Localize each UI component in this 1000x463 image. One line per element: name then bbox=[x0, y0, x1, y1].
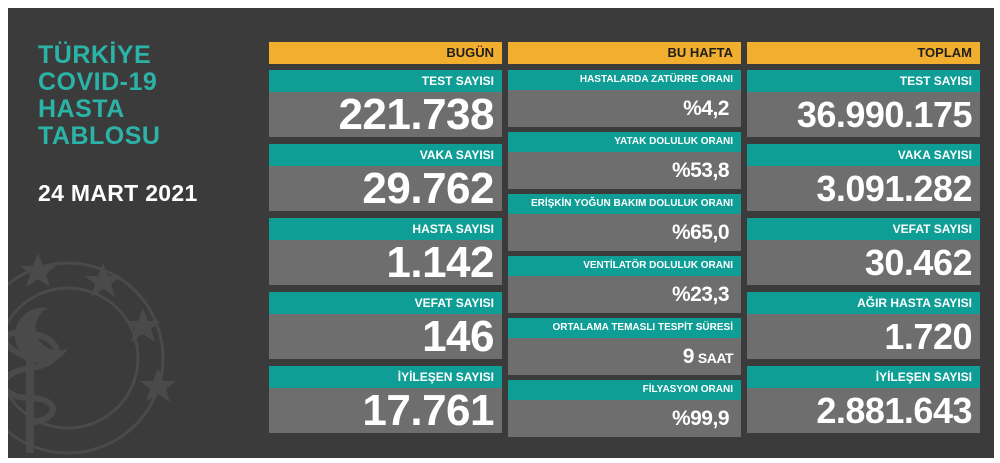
stat-label: HASTA SAYISI bbox=[269, 218, 502, 240]
title-line: COVID-19 bbox=[38, 68, 158, 96]
today-card: VAKA SAYISI 29.762 bbox=[269, 144, 502, 212]
stat-value: 221.738 bbox=[269, 92, 502, 138]
title-line: TÜRKİYE bbox=[38, 41, 152, 69]
stat-unit: SAAT bbox=[697, 350, 734, 366]
total-card: VAKA SAYISI 3.091.282 bbox=[747, 144, 980, 211]
week-card: FİLYASYON ORANI %99,9 bbox=[508, 380, 741, 437]
ministry-emblem-icon bbox=[8, 253, 176, 455]
stat-label: TEST SAYISI bbox=[269, 70, 502, 92]
today-card: VEFAT SAYISI 146 bbox=[269, 292, 502, 360]
stat-value: %23,3 bbox=[508, 276, 741, 313]
title-line: HASTA bbox=[38, 95, 125, 123]
week-header: BU HAFTA bbox=[508, 42, 741, 64]
stat-label: AĞIR HASTA SAYISI bbox=[747, 292, 980, 314]
today-column: BUGÜN TEST SAYISI 221.738 VAKA SAYISI 29… bbox=[269, 42, 502, 437]
stat-value: %4,2 bbox=[508, 90, 741, 127]
stat-label: İYİLEŞEN SAYISI bbox=[747, 366, 980, 388]
week-card: YATAK DOLULUK ORANI %53,8 bbox=[508, 132, 741, 189]
stat-label: VAKA SAYISI bbox=[269, 144, 502, 166]
total-card: TEST SAYISI 36.990.175 bbox=[747, 70, 980, 137]
stat-value: 1.720 bbox=[747, 314, 980, 359]
today-card: TEST SAYISI 221.738 bbox=[269, 70, 502, 138]
stat-label: VENTİLATÖR DOLULUK ORANI bbox=[508, 256, 741, 276]
stat-value: %99,9 bbox=[508, 400, 741, 437]
stat-label: FİLYASYON ORANI bbox=[508, 380, 741, 400]
stat-label: ERİŞKİN YOĞUN BAKIM DOLULUK ORANI bbox=[508, 194, 741, 214]
stat-value: 29.762 bbox=[269, 166, 502, 212]
stat-label: TEST SAYISI bbox=[747, 70, 980, 92]
total-header: TOPLAM bbox=[747, 42, 980, 64]
stat-number: 9 bbox=[682, 345, 695, 368]
week-card: ERİŞKİN YOĞUN BAKIM DOLULUK ORANI %65,0 bbox=[508, 194, 741, 251]
stat-label: İYİLEŞEN SAYISI bbox=[269, 366, 502, 388]
week-card: VENTİLATÖR DOLULUK ORANI %23,3 bbox=[508, 256, 741, 313]
today-card: HASTA SAYISI 1.142 bbox=[269, 218, 502, 286]
stat-value: 3.091.282 bbox=[747, 166, 980, 211]
stat-label: VEFAT SAYISI bbox=[269, 292, 502, 314]
stat-value: 9 SAAT bbox=[508, 338, 741, 375]
stat-value: 30.462 bbox=[747, 240, 980, 285]
stat-label: ORTALAMA TEMASLI TESPİT SÜRESİ bbox=[508, 318, 741, 338]
stat-value: 1.142 bbox=[269, 240, 502, 286]
stat-value: 2.881.643 bbox=[747, 388, 980, 433]
week-card: HASTALARDA ZATÜRRE ORANI %4,2 bbox=[508, 70, 741, 127]
stat-label: YATAK DOLULUK ORANI bbox=[508, 132, 741, 152]
stat-value: %65,0 bbox=[508, 214, 741, 251]
today-card: İYİLEŞEN SAYISI 17.761 bbox=[269, 366, 502, 434]
total-card: VEFAT SAYISI 30.462 bbox=[747, 218, 980, 285]
today-header: BUGÜN bbox=[269, 42, 502, 64]
stat-number: %65,0 bbox=[671, 221, 730, 244]
week-card: ORTALAMA TEMASLI TESPİT SÜRESİ 9 SAAT bbox=[508, 318, 741, 375]
total-column: TOPLAM TEST SAYISI 36.990.175 VAKA SAYIS… bbox=[747, 42, 980, 437]
stat-number: %4,2 bbox=[683, 97, 729, 120]
dashboard-board: TÜRKİYE COVID-19 HASTA TABLOSU 24 MART 2… bbox=[8, 8, 994, 458]
stat-value: %53,8 bbox=[508, 152, 741, 189]
stat-value: 146 bbox=[269, 314, 502, 360]
stat-value: 36.990.175 bbox=[747, 92, 980, 137]
stat-number: %53,8 bbox=[671, 159, 730, 182]
stat-label: VAKA SAYISI bbox=[747, 144, 980, 166]
week-column: BU HAFTA HASTALARDA ZATÜRRE ORANI %4,2 Y… bbox=[508, 42, 741, 437]
title-line: TABLOSU bbox=[38, 122, 161, 150]
total-card: İYİLEŞEN SAYISI 2.881.643 bbox=[747, 366, 980, 433]
stat-value: 17.761 bbox=[269, 388, 502, 434]
dashboard-title: TÜRKİYE COVID-19 HASTA TABLOSU bbox=[38, 42, 160, 150]
report-date: 24 MART 2021 bbox=[38, 180, 198, 206]
stat-label: VEFAT SAYISI bbox=[747, 218, 980, 240]
stat-number: %23,3 bbox=[671, 283, 730, 306]
stat-label: HASTALARDA ZATÜRRE ORANI bbox=[508, 70, 741, 90]
stat-number: %99,9 bbox=[671, 407, 730, 430]
total-card: AĞIR HASTA SAYISI 1.720 bbox=[747, 292, 980, 359]
